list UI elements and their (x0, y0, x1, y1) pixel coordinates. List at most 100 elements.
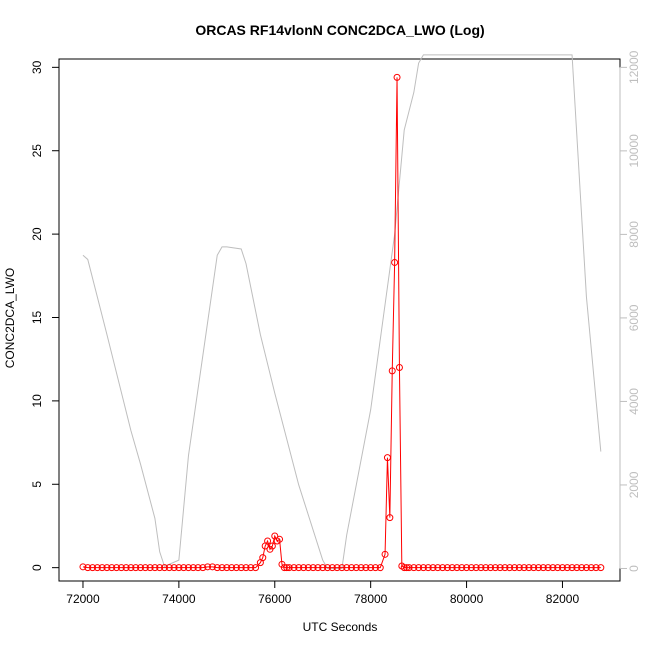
red-series-point (453, 564, 461, 572)
red-series-point (544, 564, 552, 572)
red-series-point (386, 514, 394, 522)
red-series-point (343, 564, 351, 572)
y-tick-label-5: 5 (30, 481, 44, 488)
red-series-point (304, 564, 312, 572)
red-series-point (419, 564, 427, 572)
red-series-point (328, 564, 336, 572)
red-series-point (213, 564, 221, 572)
red-series-point (520, 564, 528, 572)
red-series-point (554, 564, 562, 572)
red-series-point (264, 537, 272, 545)
red-series-point (146, 564, 154, 572)
red-series-point (122, 564, 130, 572)
red-series-point (208, 563, 216, 571)
red-series-point (410, 564, 418, 572)
red-series-point (127, 564, 135, 572)
red-series-point (189, 564, 197, 572)
grey-series-line (82, 54, 602, 569)
x-tick-label-78000: 78000 (354, 592, 388, 606)
red-series-point (276, 535, 284, 543)
red-series-point (568, 564, 576, 572)
red-series-point (376, 564, 384, 572)
red-series-point (539, 564, 547, 572)
red-series-point (151, 564, 159, 572)
red-series-point (204, 563, 212, 571)
y-right-tick-label-4000: 4000 (627, 388, 641, 415)
y-right-tick-label-12000: 12000 (627, 50, 641, 84)
red-series-point (582, 564, 590, 572)
red-series-point (79, 563, 87, 571)
red-series-point (347, 564, 355, 572)
red-series-point (482, 564, 490, 572)
red-series-point (170, 564, 178, 572)
red-series-point (103, 564, 111, 572)
red-series-point (443, 564, 451, 572)
y-tick-label-10: 10 (30, 394, 44, 408)
red-series-point (357, 564, 365, 572)
red-series-point (283, 564, 291, 572)
red-series-point (578, 564, 586, 572)
red-series-point (491, 564, 499, 572)
red-series-point (463, 564, 471, 572)
y-right-tick-label-2000: 2000 (627, 471, 641, 498)
y-axis-label: CONC2DCA_LWO (3, 268, 17, 368)
red-series-point (108, 564, 116, 572)
x-tick-label-72000: 72000 (66, 592, 100, 606)
red-series-point (549, 564, 557, 572)
red-series-point (371, 564, 379, 572)
red-series-point (199, 564, 207, 572)
red-series-point (268, 542, 276, 550)
red-series-point (362, 564, 370, 572)
red-series-point (558, 564, 566, 572)
plot-frame (58, 58, 621, 582)
red-series-point (393, 73, 401, 81)
y-tick-label-0: 0 (30, 564, 44, 571)
red-series-point (381, 550, 389, 558)
red-series-point (232, 564, 240, 572)
y-right-tick-label-6000: 6000 (627, 304, 641, 331)
x-tick-label-76000: 76000 (258, 592, 292, 606)
red-series-point (592, 564, 600, 572)
x-tick-label-74000: 74000 (162, 592, 196, 606)
red-series-point (290, 564, 298, 572)
red-series-point (93, 564, 101, 572)
red-series-point (448, 564, 456, 572)
red-series-point (429, 564, 437, 572)
red-series-point (319, 564, 327, 572)
red-series-point (89, 564, 97, 572)
chart-title: ORCAS RF14vlonN CONC2DCA_LWO (Log) (195, 22, 484, 38)
y-tick-label-15: 15 (30, 311, 44, 325)
y-right-tick-label-10000: 10000 (627, 134, 641, 168)
red-series-point (300, 564, 308, 572)
y-right-tick-label-0: 0 (627, 565, 641, 572)
red-series-point (223, 564, 231, 572)
red-series-point (511, 564, 519, 572)
red-series-point (563, 564, 571, 572)
red-series-point (597, 564, 605, 572)
red-series-point (439, 564, 447, 572)
red-series-point (252, 564, 260, 572)
red-series-point (496, 564, 504, 572)
red-series-point (424, 564, 432, 572)
red-series-point (506, 564, 514, 572)
red-series-point (228, 564, 236, 572)
red-series-point (259, 554, 267, 562)
red-series-point (285, 564, 293, 572)
red-series-point (515, 564, 523, 572)
red-series-point (458, 564, 466, 572)
red-series-point (237, 564, 245, 572)
red-series-point (534, 564, 542, 572)
red-series-point (530, 564, 538, 572)
red-series-point (184, 564, 192, 572)
red-series-point (98, 564, 106, 572)
x-tick-label-80000: 80000 (450, 592, 484, 606)
red-series-point (400, 564, 408, 572)
red-series-point (314, 564, 322, 572)
red-series-point (391, 258, 399, 266)
y-axis-left: 0 5 10 15 20 25 30 (30, 60, 60, 571)
red-series-point (367, 564, 375, 572)
red-series-point (388, 367, 396, 375)
red-series-point (84, 564, 92, 572)
red-series-point (405, 564, 413, 572)
